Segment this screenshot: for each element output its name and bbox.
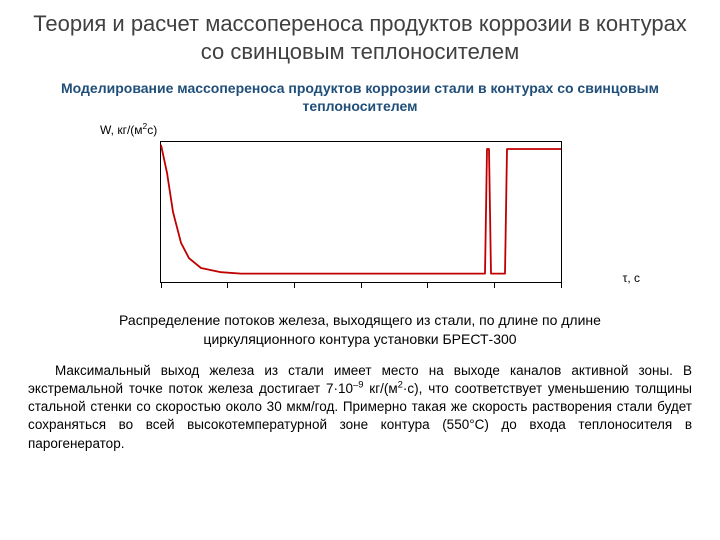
plot-area <box>160 141 562 283</box>
chart-line <box>161 142 561 282</box>
chart-caption: Распределение потоков железа, выходящего… <box>100 311 620 347</box>
slide: Теория и расчет массопереноса продуктов … <box>0 0 720 453</box>
chart: W, кг/(м2с) τ, с <box>80 123 640 303</box>
body-paragraph: Максимальный выход железа из стали имеет… <box>28 362 692 453</box>
subtitle: Моделирование массопереноса продуктов ко… <box>28 79 692 115</box>
y-axis-label: W, кг/(м2с) <box>100 123 157 137</box>
main-title: Теория и расчет массопереноса продуктов … <box>28 10 692 65</box>
x-axis-label: τ, с <box>623 271 640 285</box>
